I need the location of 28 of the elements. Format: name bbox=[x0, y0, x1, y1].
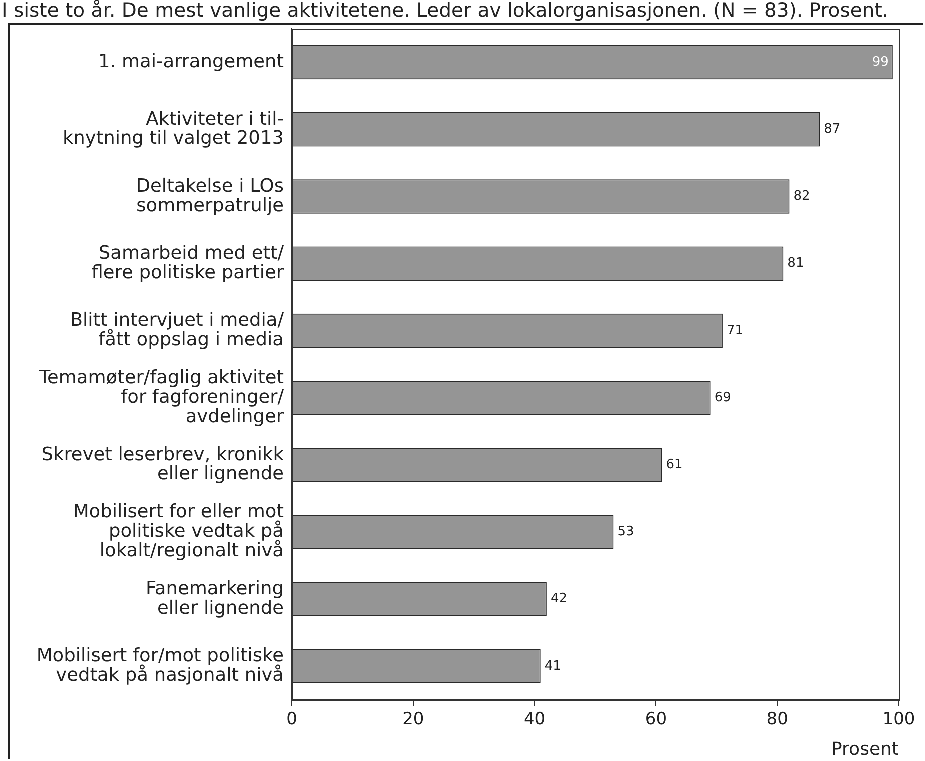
y-tick-label: 1. mai-arrangement bbox=[98, 51, 284, 72]
data-label: 81 bbox=[788, 256, 804, 272]
x-tick-label: 20 bbox=[402, 710, 424, 730]
chart-title: I siste to år. De mest vanlige aktivitetene. Leder av lokalorganisasjonen. (N = 83). Prosent. bbox=[2, 0, 889, 22]
x-tick-label: 0 bbox=[286, 710, 298, 730]
y-tick-label: Temamøter/faglig aktivitet for fagforeninger/ avdelinger bbox=[38, 367, 285, 428]
data-label: 53 bbox=[618, 524, 634, 540]
y-tick-label: Aktiviteter i til- knytning til valget 2013 bbox=[62, 108, 284, 150]
y-tick-label: Blitt intervjuet i media/ fått oppslag i media bbox=[70, 310, 285, 350]
y-tick-label: Skrevet leserbrev, kronikk eller lignende bbox=[42, 444, 284, 485]
x-axis-title: Prosent bbox=[832, 738, 899, 760]
data-label: 69 bbox=[714, 390, 732, 406]
data-label: 41 bbox=[544, 658, 562, 674]
y-tick-label: Fanemarkering eller lignende bbox=[146, 578, 284, 619]
data-label: 87 bbox=[824, 122, 841, 138]
y-tick-label: Deltakelse i LOs sommerpatrulje bbox=[136, 176, 284, 216]
data-label: 82 bbox=[794, 189, 810, 204]
data-label: 71 bbox=[726, 323, 744, 338]
y-tick-label: Mobilisert for eller mot politiske vedtak på lokalt/regionalt nivå bbox=[73, 502, 284, 562]
data-label: 42 bbox=[550, 592, 568, 607]
data-label: 61 bbox=[666, 458, 683, 473]
x-tick-label: 80 bbox=[766, 710, 788, 730]
x-tick-label: 100 bbox=[882, 710, 916, 730]
data-label: 99 bbox=[872, 54, 889, 70]
y-tick-label: Samarbeid med ett/ flere politiske partier bbox=[92, 242, 285, 284]
y-tick-label: Mobilisert for/mot politiske vedtak på nasjonalt nivå bbox=[36, 646, 284, 686]
x-tick-label: 60 bbox=[645, 710, 668, 730]
x-tick-label: 40 bbox=[524, 710, 546, 730]
